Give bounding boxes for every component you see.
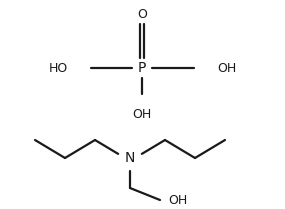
- Text: P: P: [138, 61, 146, 75]
- Text: HO: HO: [49, 61, 68, 74]
- Text: O: O: [137, 8, 147, 20]
- Text: OH: OH: [217, 61, 236, 74]
- Text: N: N: [125, 151, 135, 165]
- Text: OH: OH: [132, 108, 152, 121]
- Text: OH: OH: [168, 194, 187, 206]
